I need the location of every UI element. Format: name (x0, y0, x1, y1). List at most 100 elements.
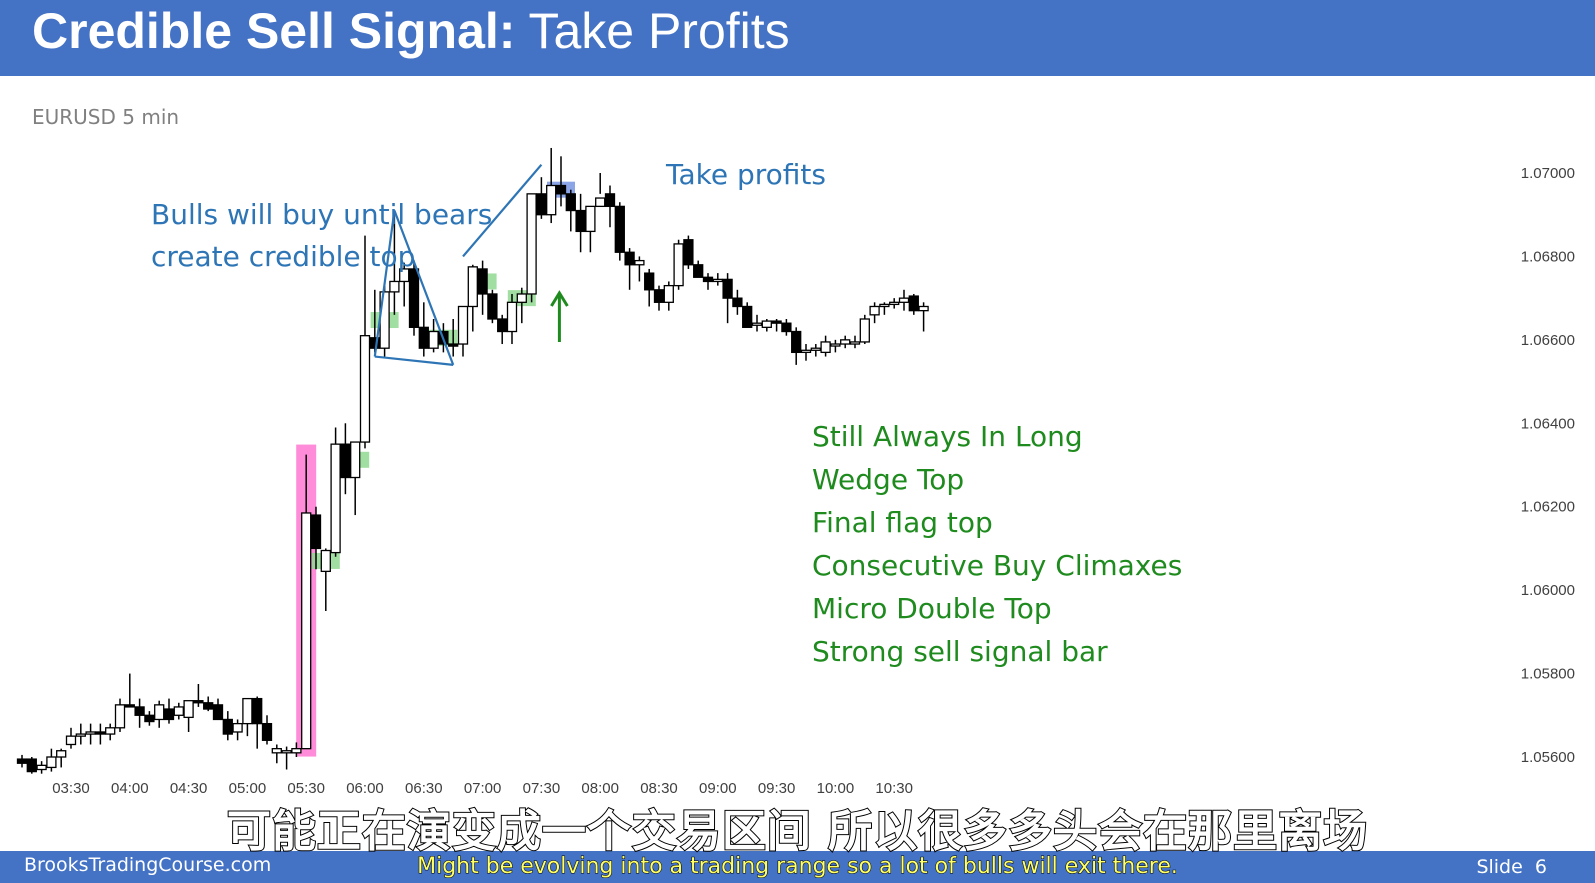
candle-body (791, 330, 802, 354)
x-tick-label: 10:30 (875, 780, 913, 797)
candle-body (26, 758, 37, 773)
trendline (462, 163, 543, 258)
candle-body (65, 735, 77, 746)
candle-body (95, 731, 106, 735)
candle-body (663, 284, 674, 303)
candle-body (800, 349, 812, 354)
candle-body (16, 758, 28, 764)
y-tick-label: 1.06200 (1521, 499, 1575, 516)
candle-body (467, 266, 478, 308)
candle-body (56, 750, 67, 758)
candle-body (163, 708, 175, 721)
candle-body (252, 697, 263, 725)
y-tick-label: 1.05600 (1521, 749, 1575, 766)
candle-body (497, 318, 508, 333)
x-tick-label: 06:00 (346, 780, 384, 797)
x-tick-label: 04:00 (111, 780, 149, 797)
slide-title: Credible Sell Signal: Take Profits (32, 2, 790, 60)
candle-body (595, 197, 606, 208)
candle-body (653, 289, 665, 303)
bulls-note-line2: create credible top (151, 240, 416, 273)
title-rest: Take Profits (515, 3, 790, 59)
candle-body (526, 193, 537, 295)
reason-item: Micro Double Top (812, 592, 1052, 625)
candle-body (310, 514, 322, 550)
candle-body (457, 305, 469, 345)
candle-body (85, 731, 96, 735)
reason-item: Still Always In Long (812, 420, 1083, 453)
candle-body (722, 278, 733, 299)
candle-body (732, 297, 743, 308)
x-tick-label: 09:00 (699, 780, 737, 797)
candle-body (575, 209, 586, 233)
candle-body (114, 704, 126, 729)
candle-body (261, 722, 273, 741)
y-tick-label: 1.07000 (1521, 165, 1575, 182)
candle-body (702, 276, 714, 283)
candle-body (693, 264, 704, 278)
reason-item: Strong sell signal bar (812, 635, 1108, 668)
trendline (374, 355, 454, 366)
candle-body (555, 184, 567, 195)
candle-body (830, 343, 841, 347)
candle-body (203, 702, 214, 710)
candle-body (134, 706, 145, 716)
candle-body (761, 320, 772, 328)
candle-body (46, 756, 57, 769)
y-tick-label: 1.06600 (1521, 332, 1575, 349)
candle-body (673, 243, 684, 287)
title-bar: Credible Sell Signal: Take Profits (0, 0, 1595, 76)
candle-body (742, 305, 753, 328)
candle-body (144, 714, 155, 723)
candle-body (350, 441, 361, 479)
slide-word: Slide (1476, 856, 1523, 878)
candle-body (869, 305, 880, 316)
candle-body (781, 322, 792, 333)
title-bold: Credible Sell Signal: (32, 3, 516, 59)
candle-body (546, 184, 557, 216)
candle-body (644, 272, 655, 291)
y-tick-label: 1.06000 (1521, 582, 1575, 599)
candle-body (232, 722, 243, 733)
reasons-list: Still Always In Long Wedge Top Final fla… (812, 415, 1182, 673)
candle-body (369, 337, 380, 349)
candle-body (418, 326, 429, 349)
x-tick-label: 05:00 (229, 780, 267, 797)
candle-body (242, 697, 253, 725)
candle-body (918, 305, 929, 312)
candle-body (183, 700, 194, 719)
reason-item: Consecutive Buy Climaxes (812, 549, 1183, 582)
candle-body (359, 335, 371, 443)
candle-body (751, 322, 763, 326)
candle-body (849, 341, 861, 345)
reason-item: Final flag top (812, 506, 993, 539)
candle-body (840, 339, 851, 345)
take-profits-label: Take profits (666, 158, 826, 191)
footer-bar: BrooksTradingCourse.com Slide 6 (0, 851, 1595, 883)
candle-body (75, 733, 86, 737)
candle-body (536, 193, 547, 216)
candle-body (154, 704, 165, 721)
x-tick-label: 04:30 (170, 780, 208, 797)
reason-item: Wedge Top (812, 463, 965, 496)
candle-body (36, 764, 47, 771)
bulls-note-line1: Bulls will buy until bears (151, 198, 493, 231)
candle-body (565, 193, 576, 212)
candle-body (771, 320, 782, 324)
y-tick-label: 1.06800 (1521, 248, 1575, 265)
candle-body (820, 341, 831, 354)
candle-body (487, 293, 498, 320)
candle-body (291, 748, 302, 754)
x-tick-label: 08:30 (640, 780, 678, 797)
candle-body (271, 748, 282, 754)
candle-body (448, 343, 459, 347)
candle-body (683, 239, 694, 266)
candle-body (408, 268, 420, 328)
candle-body (428, 330, 439, 349)
slide-number: 6 (1534, 856, 1547, 878)
slide-indicator: Slide 6 (1476, 856, 1547, 878)
candle-body (281, 750, 292, 754)
candle-body (516, 293, 527, 303)
candle-body (124, 704, 135, 708)
